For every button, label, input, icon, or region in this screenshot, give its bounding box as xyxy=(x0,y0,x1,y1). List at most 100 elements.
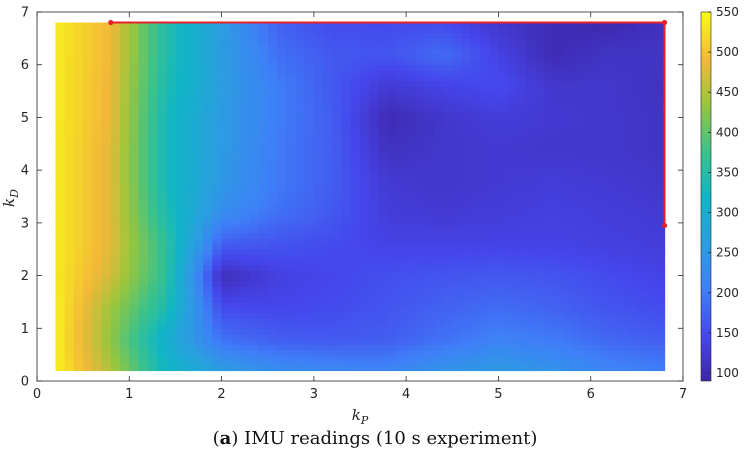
heatmap-cell xyxy=(479,127,490,134)
heatmap-cell xyxy=(396,164,407,171)
heatmap-cell xyxy=(212,222,223,229)
heatmap-cell xyxy=(295,101,306,108)
heatmap-cell xyxy=(636,307,647,314)
heatmap-cell xyxy=(553,112,564,119)
heatmap-cell xyxy=(221,296,232,303)
heatmap-cell xyxy=(240,175,250,182)
heatmap-cell xyxy=(92,64,103,71)
heatmap-cell xyxy=(156,138,167,145)
heatmap-cell xyxy=(156,154,167,161)
heatmap-cell xyxy=(110,254,121,261)
heatmap-cell xyxy=(249,122,260,129)
heatmap-cell xyxy=(526,265,536,271)
heatmap-cell xyxy=(295,296,306,303)
heatmap-cell xyxy=(175,38,186,45)
heatmap-cell xyxy=(203,344,213,350)
heatmap-cell xyxy=(184,354,195,361)
heatmap-cell xyxy=(461,69,472,76)
heatmap-cell xyxy=(535,201,546,208)
heatmap-cell xyxy=(507,243,518,250)
heatmap-cell xyxy=(369,85,380,92)
heatmap-cell xyxy=(129,138,140,145)
heatmap-cell xyxy=(249,212,260,219)
heatmap-cell xyxy=(535,254,546,261)
heatmap-cell xyxy=(590,243,601,250)
heatmap-cell xyxy=(581,175,592,182)
heatmap-cell xyxy=(581,43,592,50)
heatmap-cell xyxy=(572,59,583,66)
heatmap-cell xyxy=(452,85,463,92)
heatmap-cell xyxy=(415,307,426,314)
heatmap-cell xyxy=(646,27,656,34)
heatmap-cell xyxy=(360,296,370,303)
heatmap-cell xyxy=(304,180,315,187)
heatmap-cell xyxy=(655,217,666,224)
heatmap-cell xyxy=(110,286,121,292)
heatmap-cell xyxy=(332,196,343,203)
heatmap-cell xyxy=(92,85,103,92)
heatmap-cell xyxy=(563,138,573,145)
heatmap-cell xyxy=(406,338,416,345)
heatmap-cell xyxy=(83,275,93,282)
heatmap-cell xyxy=(516,127,527,134)
heatmap-cell xyxy=(627,333,638,340)
heatmap-cell xyxy=(350,259,361,266)
heatmap-cell xyxy=(646,80,656,87)
heatmap-cell xyxy=(304,270,315,277)
heatmap-cell xyxy=(350,133,361,140)
heatmap-cell xyxy=(203,222,213,229)
heatmap-cell xyxy=(599,359,610,366)
heatmap-cell xyxy=(618,180,629,187)
heatmap-cell xyxy=(553,80,564,87)
heatmap-cell xyxy=(646,207,656,213)
heatmap-cell xyxy=(599,196,610,203)
heatmap-cell xyxy=(64,301,75,308)
heatmap-cell xyxy=(563,312,573,319)
heatmap-cell xyxy=(175,323,186,329)
heatmap-cell xyxy=(590,59,601,66)
heatmap-cell xyxy=(350,185,361,192)
heatmap-cell xyxy=(129,196,140,203)
heatmap-cell xyxy=(544,127,555,134)
heatmap-cell xyxy=(332,38,343,45)
heatmap-cell xyxy=(369,349,380,356)
heatmap-cell xyxy=(332,286,343,292)
heatmap-cell xyxy=(295,291,306,298)
heatmap-cell xyxy=(636,365,647,372)
heatmap-cell xyxy=(92,338,103,345)
heatmap-cell xyxy=(655,349,666,356)
heatmap-cell xyxy=(609,259,619,266)
heatmap-cell xyxy=(636,196,647,203)
heatmap-cell xyxy=(166,133,177,140)
heatmap-cell xyxy=(147,91,158,97)
heatmap-cell xyxy=(276,222,287,229)
heatmap-cell xyxy=(590,254,601,261)
heatmap-cell xyxy=(553,201,564,208)
heatmap-cell xyxy=(443,323,453,329)
heatmap-cell xyxy=(424,80,435,87)
heatmap-cell xyxy=(147,196,158,203)
heatmap-cell xyxy=(193,117,204,124)
heatmap-cell xyxy=(443,207,453,213)
heatmap-cell xyxy=(396,43,407,50)
heatmap-cell xyxy=(415,180,426,187)
heatmap-cell xyxy=(443,201,453,208)
heatmap-cell xyxy=(433,27,444,34)
heatmap-cell xyxy=(452,265,463,271)
heatmap-cell xyxy=(267,212,278,219)
heatmap-cell xyxy=(267,280,278,287)
heatmap-cell xyxy=(332,64,343,71)
heatmap-cell xyxy=(516,280,527,287)
heatmap-cell xyxy=(387,22,398,29)
heatmap-cell xyxy=(452,38,463,45)
heatmap-cell xyxy=(212,196,223,203)
heatmap-cell xyxy=(535,323,546,329)
heatmap-cell xyxy=(341,323,352,329)
heatmap-cell xyxy=(452,127,463,134)
heatmap-cell xyxy=(313,196,324,203)
heatmap-cell xyxy=(276,354,287,361)
heatmap-cell xyxy=(489,91,500,97)
heatmap-cell xyxy=(369,222,380,229)
heatmap-cell xyxy=(110,54,121,61)
heatmap-cell xyxy=(479,175,490,182)
